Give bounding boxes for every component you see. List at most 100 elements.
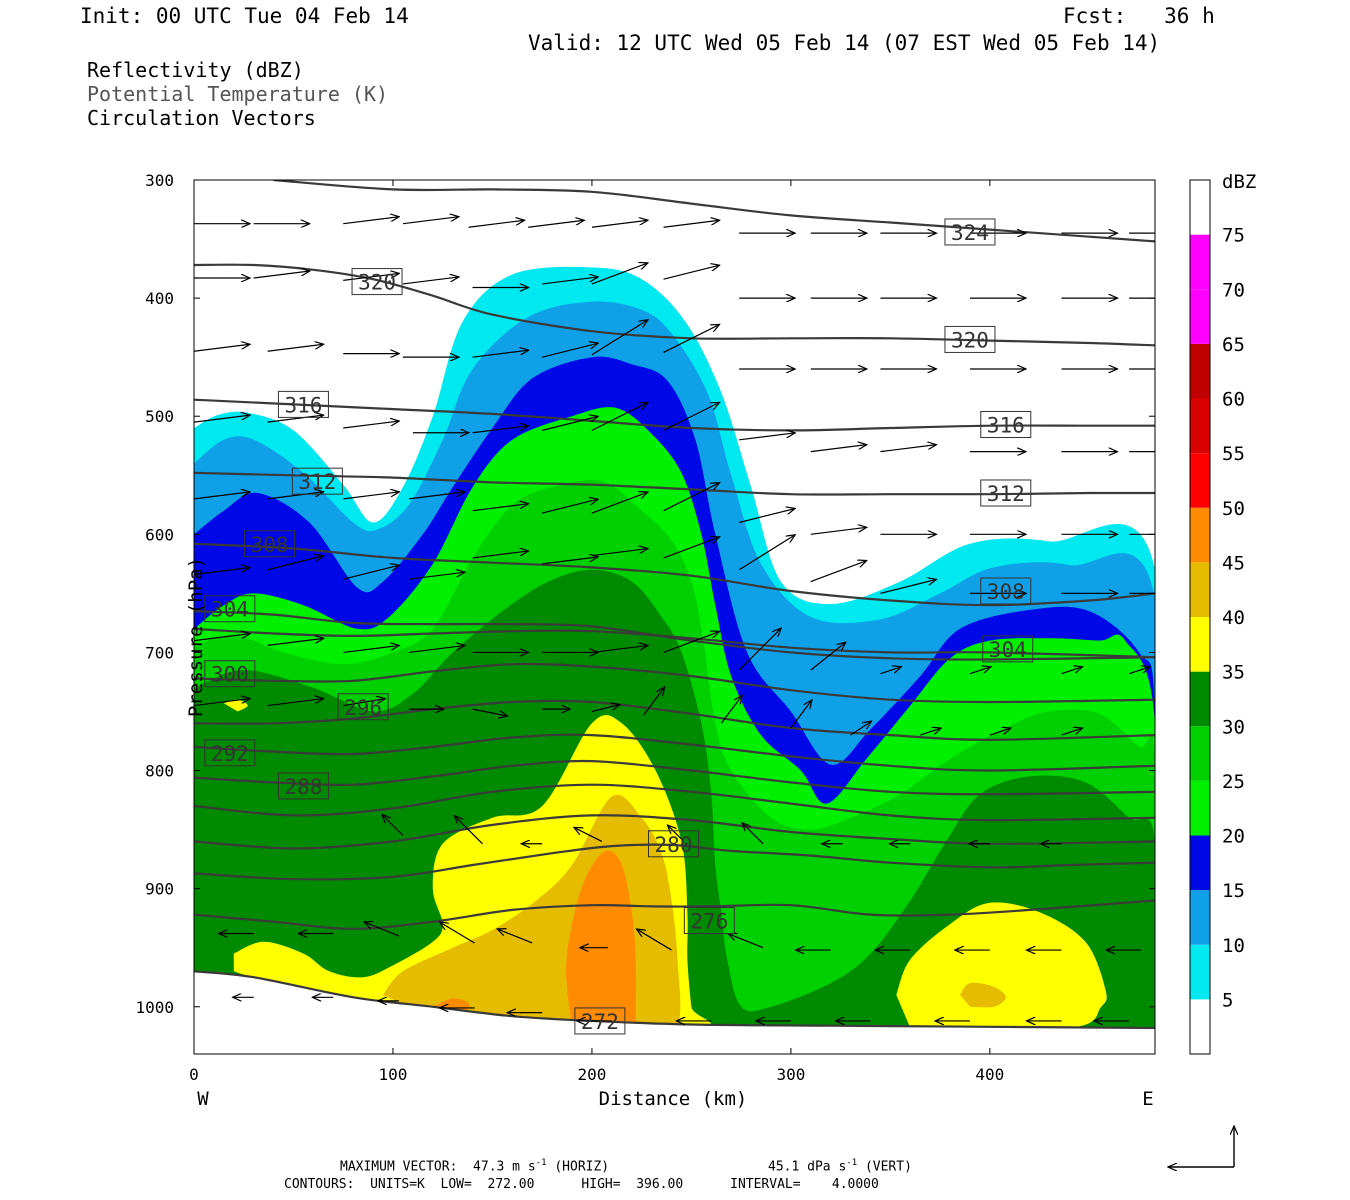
circulation-vector [591, 549, 648, 557]
svg-text:308: 308 [251, 533, 289, 557]
y-tick-label: 600 [145, 525, 174, 544]
terrain-mask [194, 971, 1155, 1054]
circulation-vector [969, 667, 991, 675]
circulation-vector [194, 634, 250, 642]
colorbar-segment-15 [1190, 835, 1210, 891]
colorbar-tick-label: 55 [1222, 443, 1245, 465]
field-potential-temperature: Potential Temperature (K) [87, 82, 389, 106]
max-vector-vert: 45.1 dPa s-1 (VERT) [768, 1158, 912, 1175]
theta-label-320: 320 [351, 268, 403, 296]
circulation-vector [810, 642, 846, 671]
x-tick-label: 100 [379, 1065, 408, 1084]
circulation-vector [880, 579, 936, 594]
svg-text:272: 272 [581, 1010, 619, 1034]
contour-info: CONTOURS: UNITS=K LOW= 272.00 HIGH= 396.… [284, 1177, 879, 1192]
circulation-vector [267, 638, 324, 646]
reflectivity-band-40dbz [960, 982, 1006, 1008]
circulation-vector [637, 929, 672, 951]
colorbar-segment-25 [1190, 726, 1210, 781]
circulation-vector [468, 220, 525, 228]
theta-contour-312 [194, 471, 1155, 496]
theta-contour-unlabeled-4 [194, 783, 1155, 822]
colorbar-segment-70 [1190, 234, 1210, 290]
reflectivity-band-45dbz [566, 850, 637, 1028]
x-end-label-east: E [1142, 1088, 1153, 1110]
circulation-vector [1128, 667, 1150, 675]
colorbar-tick-label: 70 [1222, 279, 1245, 301]
theta-contour-304 [194, 627, 1155, 659]
reference-vector-icon [1168, 1126, 1234, 1167]
colorbar-tick-label: 40 [1222, 607, 1245, 629]
theta-label-308: 308 [980, 577, 1032, 605]
colorbar-tick-label: 50 [1222, 498, 1245, 520]
circulation-vector [663, 324, 720, 353]
colorbar-segment-10 [1190, 890, 1210, 945]
theta-label-304: 304 [982, 635, 1034, 663]
svg-text:320: 320 [951, 328, 989, 352]
init-time: Init: 00 UTC Tue 04 Feb 14 [80, 4, 409, 28]
theta-label-276: 276 [683, 907, 735, 935]
circulation-vector [267, 415, 324, 423]
colorbar-segment-30 [1190, 671, 1210, 727]
theta-label-324: 324 [944, 218, 996, 246]
theta-contour-316 [194, 398, 1155, 432]
colorbar-tick-label: 15 [1222, 880, 1245, 902]
circulation-vector [364, 922, 400, 937]
circulation-vector [343, 699, 385, 707]
circulation-vector [542, 416, 598, 431]
circulation-vector [343, 217, 399, 225]
theta-label-300: 300 [204, 660, 256, 688]
svg-text:304: 304 [211, 598, 249, 622]
theta-contour-304 [194, 610, 1155, 661]
colorbar-tick-label: 30 [1222, 716, 1245, 738]
max-vector-vert-value: 45.1 dPa s [768, 1159, 847, 1175]
field-reflectivity: Reflectivity (dBZ) [87, 58, 304, 82]
circulation-vector [591, 645, 648, 654]
y-tick-label: 1000 [135, 998, 174, 1017]
colorbar-segment-45 [1190, 507, 1210, 563]
circulation-vector [408, 492, 465, 500]
circulation-vector [989, 728, 1011, 736]
colorbar-segment-20 [1190, 780, 1210, 836]
max-vector-horiz-value: MAXIMUM VECTOR: 47.3 m s [340, 1159, 536, 1175]
theta-label-288: 288 [277, 772, 329, 800]
theta-label-304: 304 [204, 595, 256, 623]
reflectivity-band-30dbz [194, 569, 1155, 1054]
circulation-vector [194, 492, 250, 500]
circulation-vector [591, 220, 648, 228]
y-axis-label: Pressure (hPa) [185, 557, 207, 717]
circulation-vector [472, 350, 529, 358]
circulation-vector [267, 492, 324, 500]
circulation-vector [408, 645, 465, 654]
colorbar-tick-label: 25 [1222, 771, 1245, 793]
circulation-vector [194, 699, 250, 707]
circulation-vector [472, 551, 529, 559]
circulation-vector [440, 922, 475, 944]
x-end-label-west: W [197, 1088, 209, 1110]
circulation-vector [382, 815, 404, 836]
circulation-vector [402, 217, 459, 225]
circulation-vector [728, 934, 764, 949]
y-tick-label: 800 [145, 762, 174, 781]
theta-label-312: 312 [980, 479, 1032, 507]
field-circulation-vectors: Circulation Vectors [87, 106, 316, 130]
reflectivity-band-35dbz [896, 902, 1107, 1030]
max-vector-horiz-label: (HORIZ) [546, 1159, 610, 1175]
forecast-hour: Fcst: 36 h [1063, 4, 1215, 28]
circulation-vector [267, 556, 324, 571]
colorbar-segment-above [1190, 180, 1210, 235]
circulation-vector [739, 509, 795, 524]
colorbar-tick-label: 20 [1222, 826, 1245, 848]
colorbar-frame [1189, 179, 1211, 1055]
circulation-vector [663, 220, 720, 228]
circulation-vector [591, 402, 648, 431]
theta-label-316: 316 [277, 390, 329, 418]
svg-text:312: 312 [987, 482, 1025, 506]
vert-exponent: -1 [846, 1158, 858, 1168]
svg-text:304: 304 [989, 638, 1027, 662]
circulation-vector [739, 433, 795, 441]
colorbar-tick-label: 60 [1222, 389, 1245, 411]
dbz-colorbar: 5 10 15 20 25 30 35 40 45 50 55 60 65 70 75 [1189, 179, 1245, 1055]
circulation-vector [663, 483, 720, 512]
colorbar-segment-5 [1190, 944, 1210, 1000]
